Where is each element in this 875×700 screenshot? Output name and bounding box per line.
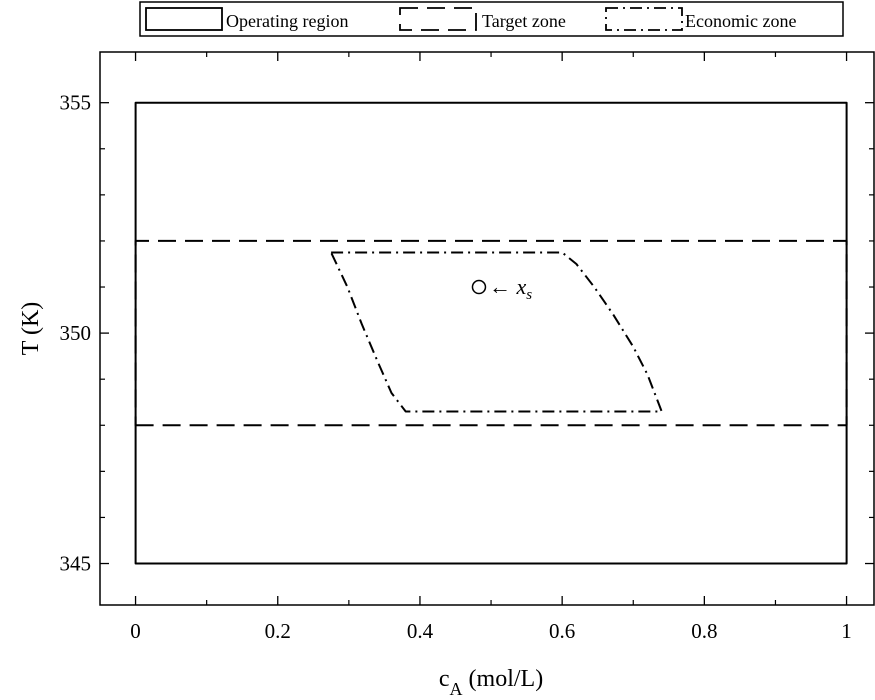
y-axis-title: T (K)	[18, 302, 44, 356]
x-tick-label: 0.4	[407, 619, 434, 643]
x-axis-title-sub: A	[450, 679, 463, 699]
x-tick-label: 0.2	[265, 619, 291, 643]
x-axis-title: cA (mol/L)	[439, 666, 543, 699]
x-tick-label: 1	[841, 619, 852, 643]
x-tick-label: 0.6	[549, 619, 575, 643]
plot-frame	[99, 51, 875, 606]
minor-ticks	[100, 52, 874, 605]
x-axis-title-unit: (mol/L)	[463, 666, 544, 692]
major-ticks	[100, 52, 874, 605]
y-tick-label: 355	[60, 91, 92, 115]
x-axis-title-main: c	[439, 666, 450, 692]
series-operating-region	[134, 101, 848, 565]
y-tick-label: 345	[60, 552, 92, 576]
legend-label: Economic zone	[685, 11, 796, 31]
series-target-zone	[134, 239, 848, 427]
steady-state-marker	[471, 279, 487, 295]
legend: Operating region Target zone Economic zone	[139, 1, 844, 37]
series-layer	[134, 101, 848, 565]
steady-state-label-sub: s	[526, 287, 532, 303]
legend-label: Target zone	[482, 11, 566, 31]
tick-labels: 0 0.2 0.4 0.6 0.8 1 345 350 355	[60, 91, 852, 643]
legend-swatch-operating-region	[145, 7, 223, 31]
legend-swatch-target-zone	[399, 7, 477, 31]
series-economic-zone	[330, 251, 663, 413]
legend-label: Operating region	[226, 11, 348, 31]
legend-swatch-economic-zone	[605, 7, 683, 31]
annotation-layer: ← xs	[471, 274, 532, 303]
legend-box	[139, 1, 844, 37]
x-tick-label: 0	[130, 619, 141, 643]
steady-state-label: ← xs	[489, 274, 532, 303]
x-tick-label: 0.8	[691, 619, 717, 643]
steady-state-label-main: ← x	[489, 274, 527, 299]
y-tick-label: 350	[60, 321, 92, 345]
